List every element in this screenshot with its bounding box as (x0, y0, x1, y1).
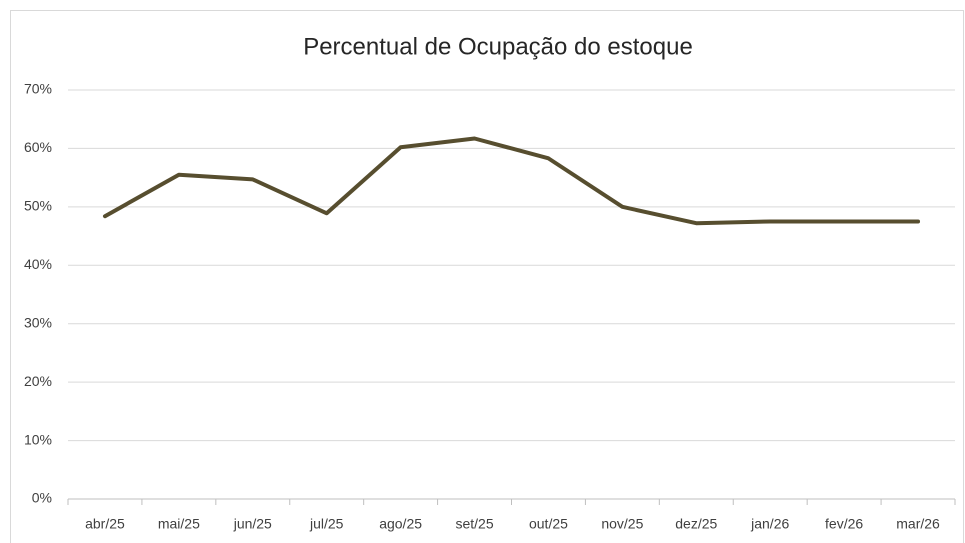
y-tick-label: 20% (24, 373, 52, 389)
x-tick-label: fev/26 (825, 516, 863, 532)
x-tick-label: mar/26 (896, 516, 940, 532)
y-tick-label: 10% (24, 431, 52, 447)
y-tick-label: 70% (24, 81, 52, 97)
x-tick-label: nov/25 (601, 516, 643, 532)
data-line (102, 136, 921, 226)
y-tick-label: 0% (32, 490, 52, 506)
chart-title: Percentual de Ocupação do estoque (303, 33, 693, 60)
x-tick-label: mai/25 (158, 516, 200, 532)
x-tick-label: ago/25 (379, 516, 422, 532)
x-tick-label: set/25 (455, 516, 493, 532)
x-tick-label: jun/25 (233, 516, 272, 532)
x-tick-label: out/25 (529, 516, 568, 532)
x-tick-label: abr/25 (85, 516, 125, 532)
y-tick-label: 40% (24, 256, 52, 272)
y-tick-label: 50% (24, 198, 52, 214)
chart-border (10, 10, 964, 543)
y-tick-label: 30% (24, 314, 52, 330)
y-tick-label: 60% (24, 139, 52, 155)
x-tick-label: jan/26 (750, 516, 789, 532)
x-tick-label: jul/25 (309, 516, 344, 532)
x-tick-label: dez/25 (675, 516, 717, 532)
